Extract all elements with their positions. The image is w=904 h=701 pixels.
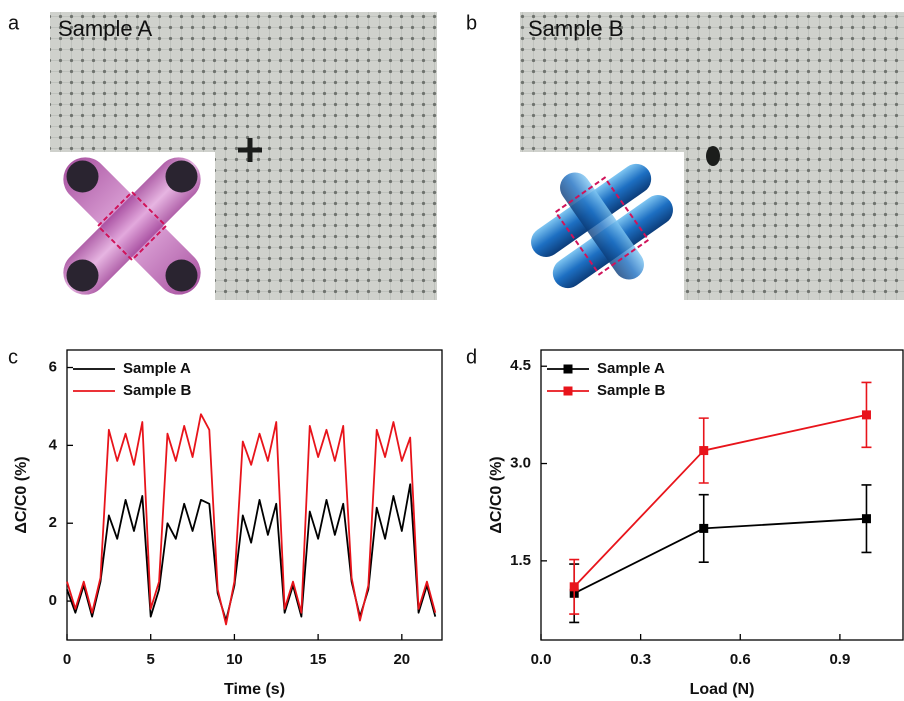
y-tick-label: 0 [49,592,57,609]
plot-frame [540,349,904,641]
x-tick-label: 5 [147,651,155,668]
x-axis-label: Load (N) [690,681,755,698]
data-point [861,514,871,524]
photo-label: Sample A [58,16,152,41]
photo-a [50,12,437,300]
y-tick-label: 4.5 [510,357,531,374]
y-tick-label: 1.5 [510,552,531,569]
photo-b [520,12,904,300]
x-tick-label: 0.0 [531,651,552,668]
data-point [861,410,871,420]
legend-label: Sample B [597,382,666,399]
x-tick-label: 20 [393,651,410,668]
legend-label: Sample A [597,360,665,377]
legend-marker [563,386,573,396]
y-tick-label: 6 [49,358,57,375]
panel-label: c [8,346,18,368]
x-tick-label: 0.9 [829,651,850,668]
photo-label: Sample B [528,16,623,41]
series-line [66,413,437,626]
series-line [573,414,867,588]
series-line [573,517,867,595]
data-point [699,446,709,456]
x-axis-label: Time (s) [224,681,285,698]
legend-label: Sample B [123,382,192,399]
y-tick-label: 2 [49,514,57,531]
panel-label: d [466,346,477,368]
series-line [66,483,437,622]
x-tick-label: 0 [63,651,71,668]
y-tick-label: 3.0 [510,455,531,472]
plot-frame [66,349,443,641]
y-axis-label: ΔC/C0 (%) [488,456,505,533]
legend-label: Sample A [123,360,191,377]
panel-label: a [8,12,20,34]
x-tick-label: 0.3 [630,651,651,668]
data-point [569,582,579,592]
y-axis-label: ΔC/C0 (%) [13,456,30,533]
panel-label: b [466,12,477,34]
x-tick-label: 15 [310,651,327,668]
y-tick-label: 4 [49,436,58,453]
legend-marker [563,364,573,374]
x-tick-label: 0.6 [730,651,751,668]
data-point [699,523,709,533]
x-tick-label: 10 [226,651,243,668]
